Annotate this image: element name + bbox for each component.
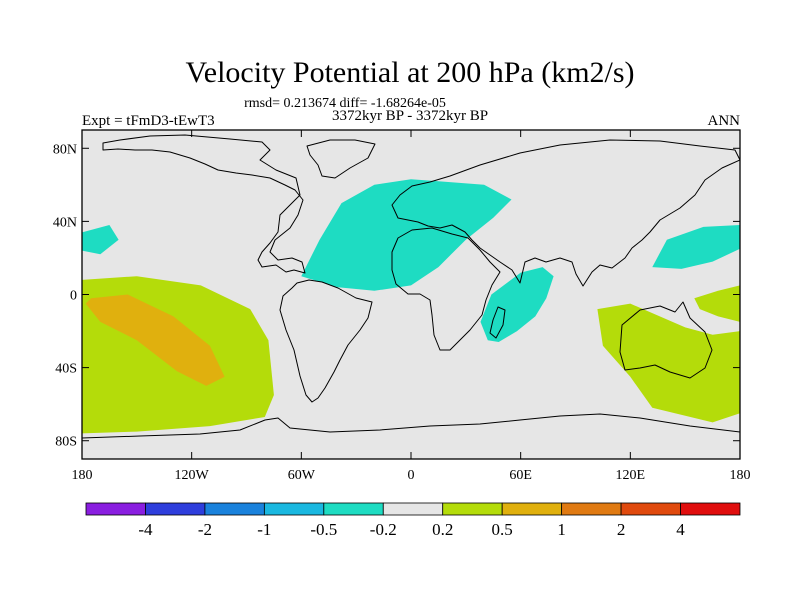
colorbar-label: 1 xyxy=(557,520,566,539)
colorbar-swatch xyxy=(382,502,444,516)
x-tick-label: 60W xyxy=(288,468,316,483)
colorbar-label: 4 xyxy=(676,520,685,539)
colorbar-label: 2 xyxy=(617,520,626,539)
y-tick-label: 80N xyxy=(53,142,77,157)
coastlines xyxy=(82,134,740,439)
y-tick-label: 80S xyxy=(55,435,77,450)
colorbar-swatch xyxy=(323,502,384,516)
coastline-madagascar xyxy=(489,306,506,339)
coastline-north-america xyxy=(102,134,306,274)
experiment-label: Expt = tFmD3-tEwT3 xyxy=(82,113,215,129)
y-axis: 80N 40N 0 40S 80S xyxy=(53,142,740,450)
region-north-atlantic-europe-negative xyxy=(301,179,512,291)
chart-title: Velocity Potential at 200 hPa (km2/s) xyxy=(185,56,634,89)
coastline-africa xyxy=(391,227,501,351)
coastline-australia xyxy=(619,301,713,379)
x-tick-label: 120W xyxy=(175,468,210,483)
region-south-pacific-core-positive xyxy=(85,294,225,386)
coastline-greenland xyxy=(306,139,376,179)
region-west-pacific-negative xyxy=(652,225,740,269)
y-tick-label: 40S xyxy=(55,362,77,377)
coastline-eurasia xyxy=(391,139,740,287)
colorbar-label: -0.2 xyxy=(370,520,397,539)
colorbar-swatch xyxy=(561,502,622,516)
colorbar-label: -2 xyxy=(198,520,212,539)
y-tick-label: 40N xyxy=(53,215,77,230)
x-tick-label: 180 xyxy=(72,468,93,483)
x-tick-label: 60E xyxy=(509,468,532,483)
x-tick-label: 180 xyxy=(730,468,751,483)
colorbar-label: -1 xyxy=(257,520,271,539)
region-indian-ocean-negative xyxy=(480,267,554,342)
chart-subtitle: rmsd= 0.213674 diff= -1.68264e-05 xyxy=(244,96,446,111)
colorbar-swatch xyxy=(501,502,563,516)
colorbar-swatch xyxy=(442,502,503,516)
colorbar-swatch xyxy=(85,502,146,516)
colorbar: -4 -2 -1 -0.5 -0.2 0.2 0.5 1 2 4 xyxy=(85,502,741,539)
colorbar-swatch xyxy=(680,502,741,516)
period-label: 3372kyr BP - 3372kyr BP xyxy=(332,108,488,124)
colorbar-swatch xyxy=(620,502,681,516)
colorbar-label: -0.5 xyxy=(310,520,337,539)
coastline-antarctica xyxy=(82,413,740,439)
coastline-south-america xyxy=(279,279,373,403)
region-australia-positive xyxy=(597,303,740,423)
region-central-pacific-positive xyxy=(694,285,740,322)
colorbar-label: 0.2 xyxy=(432,520,453,539)
x-axis: 180 120W 60W 0 60E 120E 180 xyxy=(72,130,751,483)
contour-regions xyxy=(82,179,740,434)
y-tick-label: 0 xyxy=(70,289,77,304)
colorbar-label: 0.5 xyxy=(492,520,513,539)
x-tick-label: 120E xyxy=(616,468,646,483)
region-east-pacific-edge-negative xyxy=(82,225,119,255)
colorbar-label: -4 xyxy=(138,520,153,539)
x-tick-label: 0 xyxy=(408,468,415,483)
colorbar-swatch xyxy=(145,502,206,516)
colorbar-swatch xyxy=(263,502,325,516)
colorbar-swatch xyxy=(204,502,265,516)
season-label: ANN xyxy=(708,113,741,129)
